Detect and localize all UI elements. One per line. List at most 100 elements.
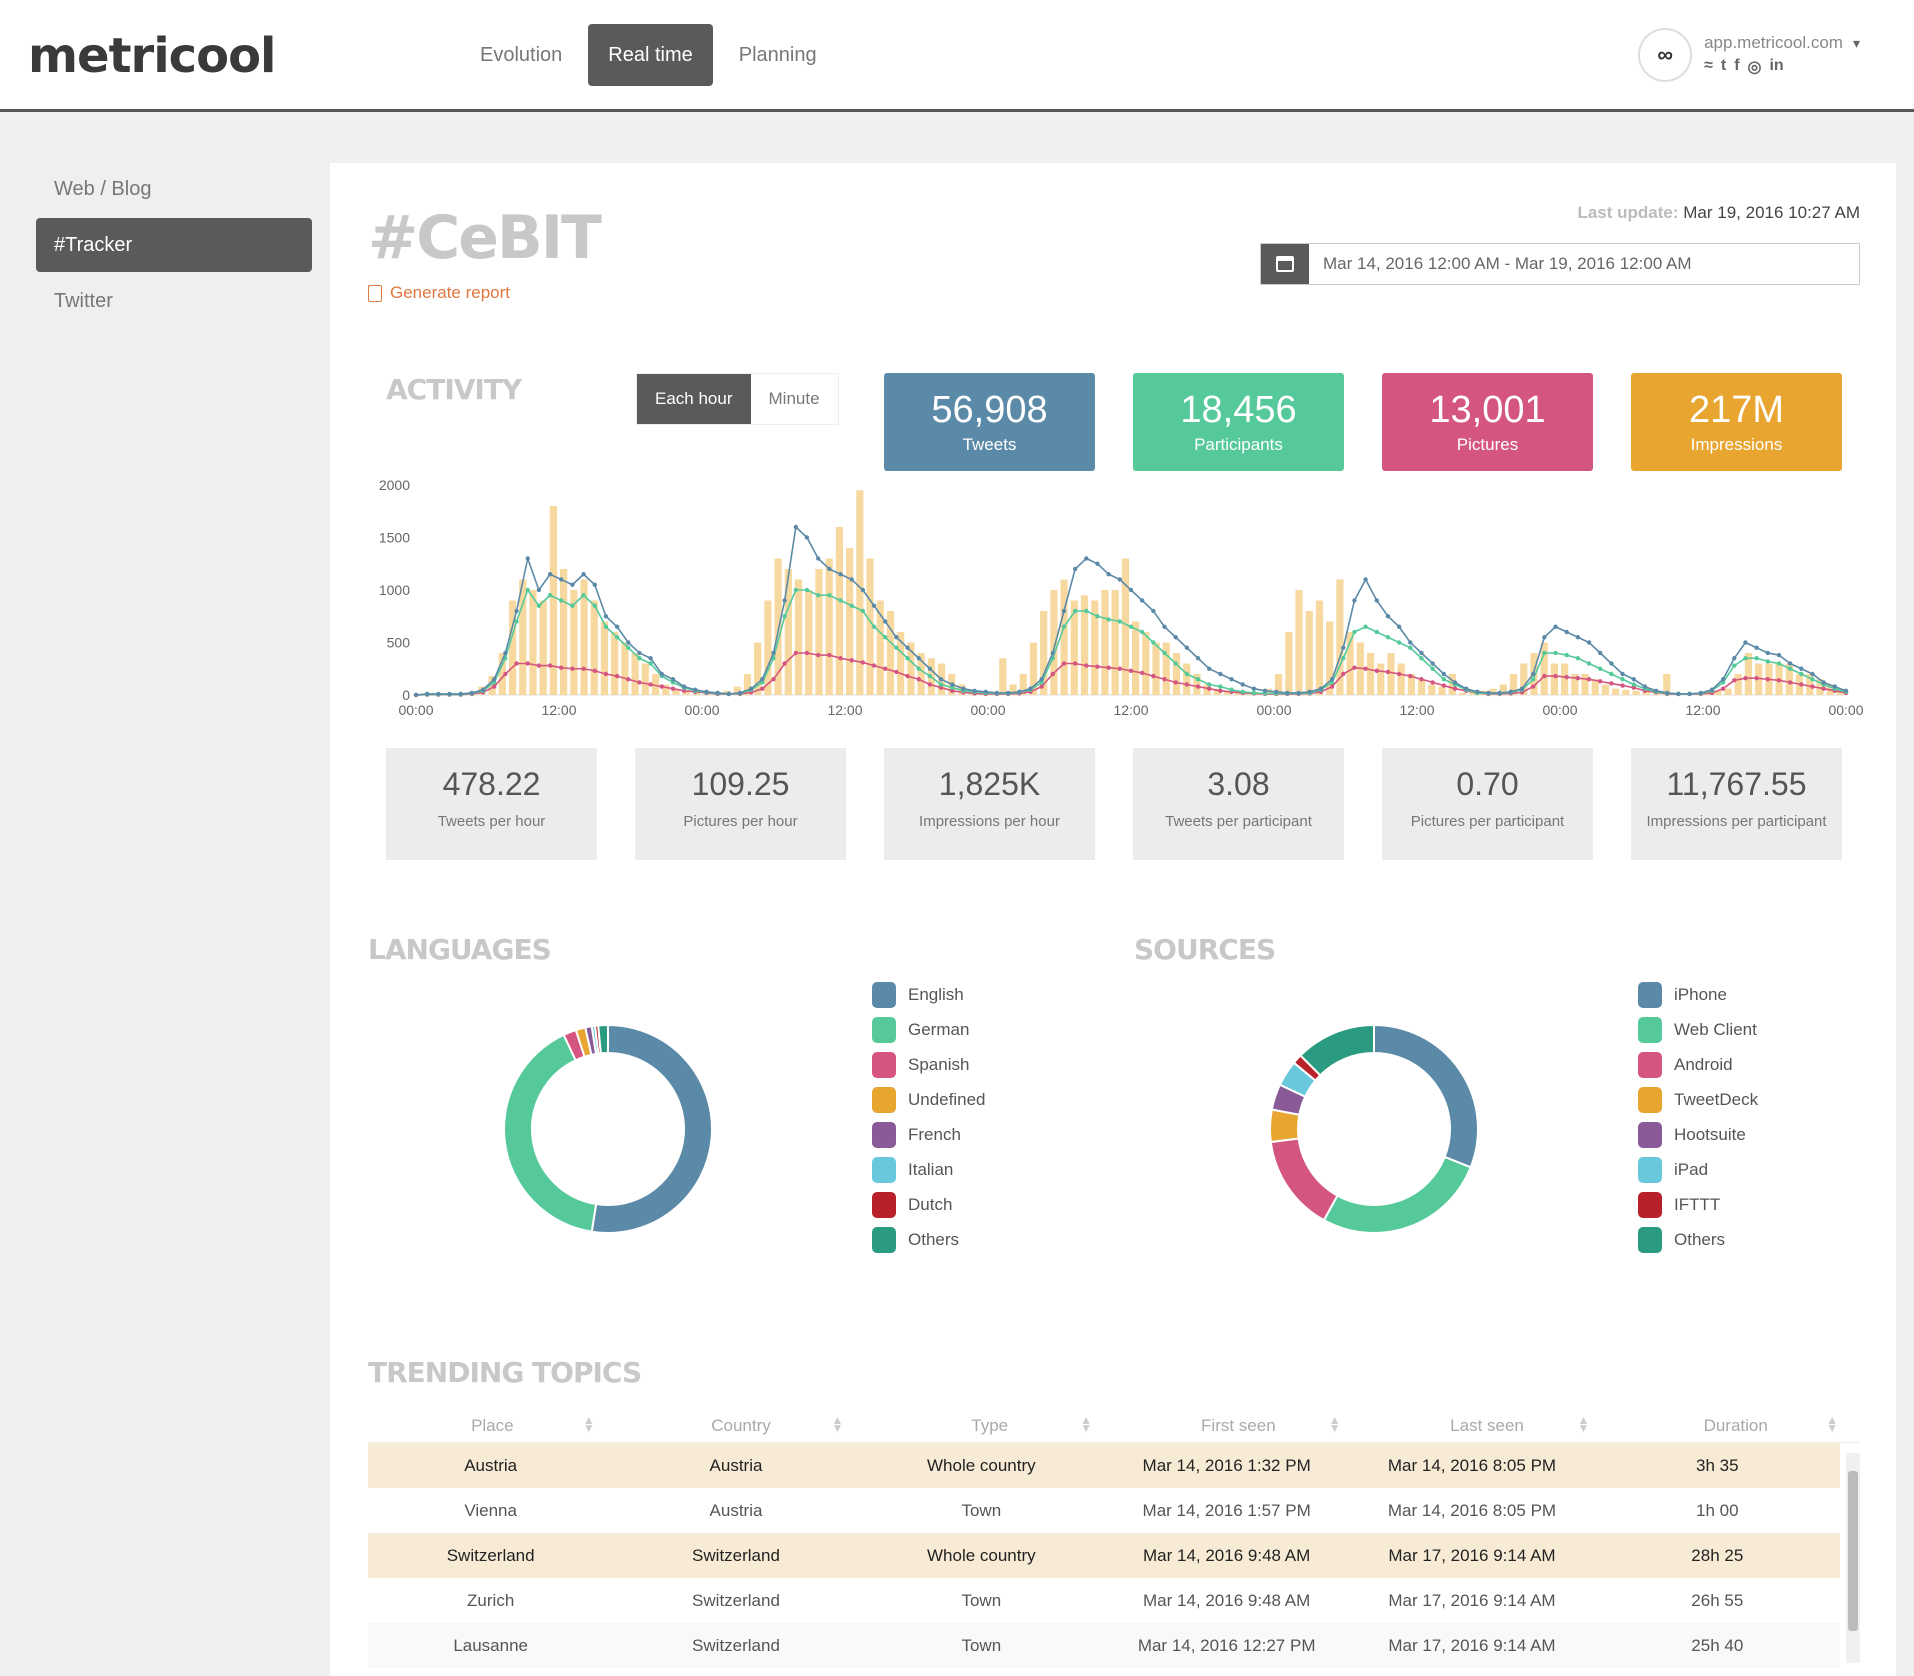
series-point-tweets bbox=[1620, 671, 1625, 677]
series-point-tweets bbox=[1720, 677, 1726, 682]
activity-bar bbox=[672, 688, 680, 695]
sort-icon[interactable]: ▲ ▼ bbox=[582, 1413, 595, 1435]
series-point-pictures bbox=[950, 688, 955, 693]
table-cell: Mar 17, 2016 9:14 AM bbox=[1388, 1635, 1556, 1655]
donut-slice-german bbox=[503, 1033, 598, 1233]
series-point-participants bbox=[838, 598, 843, 603]
kpi-tweets: 56,908 Tweets bbox=[884, 373, 1095, 471]
series-point-pictures bbox=[592, 668, 597, 674]
series-point-participants bbox=[849, 603, 854, 608]
sort-icon[interactable]: ▲ ▼ bbox=[831, 1413, 844, 1435]
legend-item[interactable]: Android bbox=[1638, 1047, 1758, 1082]
col-type[interactable]: Type ▲ ▼ bbox=[865, 1413, 1114, 1436]
series-point-tweets bbox=[1307, 689, 1312, 695]
activity-bar bbox=[1142, 632, 1150, 695]
table-cell: 1h 00 bbox=[1696, 1500, 1739, 1520]
linkedin-icon: in bbox=[1769, 57, 1784, 74]
series-point-pictures bbox=[614, 673, 620, 679]
series-point-pictures bbox=[1542, 673, 1547, 679]
account-menu[interactable]: ∞ app.metricool.com ▾ ≈ t f ◎ in bbox=[1638, 28, 1860, 82]
table-cell: Austria bbox=[464, 1455, 518, 1475]
sidebar: Web / Blog #Tracker Twitter bbox=[36, 162, 312, 330]
sidebar-item-twitter[interactable]: Twitter bbox=[54, 290, 113, 312]
kpi-value: 56,908 bbox=[931, 389, 1048, 431]
legend-item[interactable]: German bbox=[872, 1012, 986, 1047]
series-point-tweets bbox=[1430, 661, 1435, 666]
legend-item[interactable]: TweetDeck bbox=[1638, 1082, 1758, 1117]
table-row[interactable]: Lausanne Switzerland Town Mar 14, 2016 12:2… bbox=[368, 1623, 1840, 1668]
series-point-participants bbox=[938, 682, 944, 687]
sort-icon[interactable]: ▲ ▼ bbox=[1328, 1413, 1341, 1435]
sort-icon[interactable]: ▲ ▼ bbox=[1826, 1413, 1839, 1435]
legend-item[interactable]: Italian bbox=[872, 1152, 986, 1187]
legend-item[interactable]: iPhone bbox=[1638, 977, 1758, 1012]
activity-bar bbox=[519, 579, 527, 695]
series-point-participants bbox=[1419, 656, 1424, 661]
series-point-participants bbox=[1609, 671, 1614, 677]
minute-button[interactable]: Minute bbox=[768, 389, 820, 408]
series-point-tweets bbox=[1843, 688, 1849, 693]
date-range-value[interactable]: Mar 14, 2016 12:00 AM - Mar 19, 2016 12:… bbox=[1323, 254, 1692, 273]
caret-down-icon[interactable]: ▾ bbox=[1852, 35, 1860, 51]
col-last-seen[interactable]: Last seen ▲ ▼ bbox=[1363, 1413, 1612, 1436]
col-country[interactable]: Country ▲ ▼ bbox=[617, 1413, 866, 1436]
series-point-participants bbox=[827, 593, 832, 598]
tab-evolution[interactable]: Evolution bbox=[480, 44, 563, 66]
tab-real-time[interactable]: Real time bbox=[588, 24, 713, 86]
activity-bar bbox=[1469, 691, 1477, 695]
legend-item[interactable]: French bbox=[872, 1117, 986, 1152]
legend-item[interactable]: Undefined bbox=[872, 1082, 986, 1117]
sidebar-item-tracker[interactable]: #Tracker bbox=[36, 218, 312, 272]
legend-item[interactable]: Web Client bbox=[1638, 1012, 1758, 1047]
series-point-tweets bbox=[1542, 635, 1547, 640]
series-point-participants bbox=[1229, 687, 1234, 692]
sort-icon[interactable]: ▲ ▼ bbox=[1080, 1413, 1093, 1435]
sidebar-item-web-blog[interactable]: Web / Blog bbox=[54, 178, 152, 200]
legend-item[interactable]: Hootsuite bbox=[1638, 1117, 1758, 1152]
activity-bar bbox=[754, 642, 762, 695]
series-point-participants bbox=[1799, 671, 1804, 677]
series-point-participants bbox=[782, 614, 787, 619]
legend-swatch bbox=[872, 1016, 896, 1043]
legend-item[interactable]: Dutch bbox=[872, 1187, 986, 1222]
donut-slice-iphone bbox=[1373, 1023, 1479, 1169]
table-row[interactable]: Switzerland Switzerland Whole country Mar 1… bbox=[368, 1533, 1840, 1578]
sort-icon[interactable]: ▲ ▼ bbox=[1577, 1413, 1590, 1435]
legend-item[interactable]: English bbox=[872, 977, 986, 1012]
logo[interactable]: metricool bbox=[28, 28, 276, 84]
legend-item[interactable]: Spanish bbox=[872, 1047, 986, 1082]
generate-report-link[interactable]: Generate report bbox=[368, 283, 510, 303]
table-row[interactable]: Zurich Switzerland Town Mar 14, 2016 9:48 A… bbox=[368, 1578, 1840, 1623]
series-point-pictures bbox=[525, 661, 530, 666]
col-label: Place bbox=[471, 1416, 514, 1435]
avatar[interactable]: ∞ bbox=[1638, 28, 1693, 82]
legend-swatch bbox=[1638, 1156, 1662, 1183]
series-point-pictures bbox=[559, 665, 564, 670]
legend-item[interactable]: IFTTT bbox=[1638, 1187, 1758, 1222]
activity-bar bbox=[999, 658, 1007, 695]
calendar-button[interactable] bbox=[1261, 244, 1309, 284]
legend-swatch bbox=[872, 1226, 896, 1253]
each-hour-button[interactable]: Each hour bbox=[637, 374, 751, 424]
table-cell: Zurich bbox=[467, 1590, 515, 1610]
activity-bar bbox=[1714, 690, 1722, 695]
series-point-pictures bbox=[1039, 684, 1044, 689]
legend-item[interactable]: Others bbox=[1638, 1222, 1758, 1257]
series-point-tweets bbox=[1274, 689, 1279, 695]
legend-swatch bbox=[1638, 1226, 1662, 1253]
tab-planning[interactable]: Planning bbox=[738, 44, 817, 66]
table-row[interactable]: Vienna Austria Town Mar 14, 2016 1:57 PM Mar… bbox=[368, 1488, 1840, 1533]
series-point-tweets bbox=[1642, 684, 1648, 689]
col-place[interactable]: Place ▲ ▼ bbox=[368, 1413, 617, 1436]
series-point-tweets bbox=[1396, 624, 1402, 629]
table-row[interactable]: Austria Austria Whole country Mar 14, 2016 … bbox=[368, 1443, 1840, 1488]
stat-pictures-per-hour: 109.25 Pictures per hour bbox=[635, 748, 846, 860]
col-duration[interactable]: Duration ▲ ▼ bbox=[1611, 1413, 1860, 1436]
scrollbar-thumb[interactable] bbox=[1848, 1471, 1858, 1631]
legend-item[interactable]: Others bbox=[872, 1222, 986, 1257]
legend-item[interactable]: iPad bbox=[1638, 1152, 1758, 1187]
series-point-tweets bbox=[860, 587, 866, 593]
table-scrollbar[interactable] bbox=[1846, 1453, 1860, 1663]
col-first-seen[interactable]: First seen ▲ ▼ bbox=[1114, 1413, 1363, 1436]
date-range-picker[interactable]: Mar 14, 2016 12:00 AM - Mar 19, 2016 12:… bbox=[1260, 243, 1860, 285]
